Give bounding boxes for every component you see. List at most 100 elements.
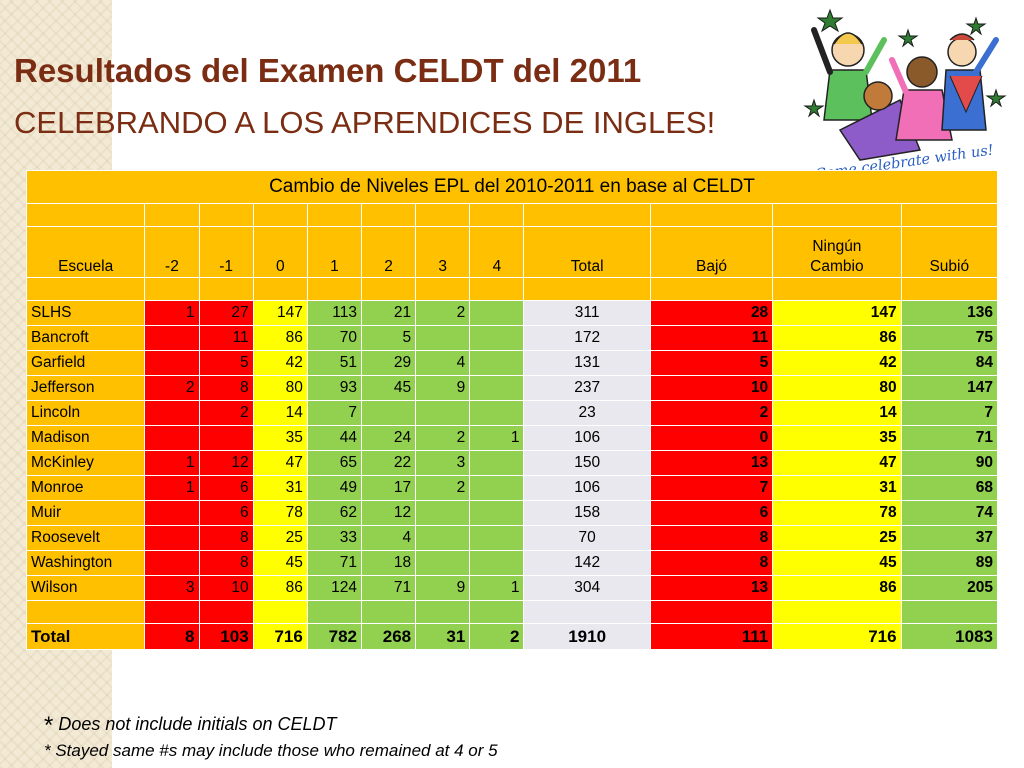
school-cell: Madison [25, 425, 146, 451]
total-cell: 1910 [523, 623, 651, 650]
plus2-cell: 45 [360, 375, 417, 401]
minus2-cell: 1 [144, 300, 200, 326]
bajo-cell: 0 [649, 425, 774, 451]
plus3-cell: 9 [415, 375, 471, 401]
plus3-cell: 2 [415, 425, 471, 451]
subio-cell: 84 [900, 350, 999, 376]
ningun-cambio-cell: 35 [772, 425, 902, 451]
ningun-cambio-cell: 14 [772, 400, 902, 426]
plus4-cell: 1 [469, 575, 525, 601]
minus1-cell: 10 [198, 575, 254, 601]
plus4-cell: 2 [469, 623, 525, 650]
school-cell: Bancroft [25, 325, 146, 351]
minus2-cell: 8 [144, 623, 200, 650]
bajo-cell: 8 [649, 550, 774, 576]
subio-cell: 71 [900, 425, 999, 451]
table-row: Washington 8 45 71 18 142 8 45 89 [25, 550, 999, 576]
page-subtitle: CELEBRANDO A LOS APRENDICES DE INGLES! [14, 105, 716, 140]
plus1-cell: 65 [306, 450, 362, 476]
subio-cell: 136 [900, 300, 999, 326]
plus1-cell: 44 [306, 425, 362, 451]
zero-cell: 35 [252, 425, 308, 451]
plus2-cell: 12 [360, 500, 417, 526]
bajo-cell: 6 [649, 500, 774, 526]
minus1-cell: 6 [198, 475, 254, 501]
minus1-cell: 6 [198, 500, 254, 526]
school-cell: Muir [25, 500, 146, 526]
subio-cell: 68 [900, 475, 999, 501]
subio-cell: 90 [900, 450, 999, 476]
plus2-cell: 17 [360, 475, 417, 501]
bajo-cell: 13 [649, 575, 774, 601]
plus2-cell: 4 [360, 525, 417, 551]
minus1-cell: 8 [198, 375, 254, 401]
minus1-cell: 12 [198, 450, 254, 476]
minus1-cell: 11 [198, 325, 254, 351]
total-cell: 106 [523, 475, 651, 501]
table-row: Lincoln 2 14 7 23 2 14 7 [25, 400, 999, 426]
header-plus4: 4 [469, 226, 525, 278]
ningun-cambio-cell: 86 [772, 575, 902, 601]
total-cell: 70 [523, 525, 651, 551]
plus3-cell: 3 [415, 450, 471, 476]
total-cell: 23 [523, 400, 651, 426]
zero-cell: 47 [252, 450, 308, 476]
plus4-cell [469, 375, 525, 401]
plus1-cell: 62 [306, 500, 362, 526]
subio-cell: 89 [900, 550, 999, 576]
plus3-cell: 9 [415, 575, 471, 601]
total-cell: 311 [523, 300, 651, 326]
school-cell: McKinley [25, 450, 146, 476]
table-row: Jefferson 2 8 80 93 45 9 237 10 80 147 [25, 375, 999, 401]
subio-cell: 74 [900, 500, 999, 526]
celebration-clipart-icon: Come celebrate with us! [803, 8, 1007, 178]
bajo-cell: 5 [649, 350, 774, 376]
plus4-cell [469, 475, 525, 501]
plus2-cell: 22 [360, 450, 417, 476]
minus2-cell [144, 350, 200, 376]
bajo-cell: 10 [649, 375, 774, 401]
header-escuela: Escuela [25, 226, 146, 278]
ningun-cambio-cell: 147 [772, 300, 902, 326]
school-cell: Wilson [25, 575, 146, 601]
plus1-cell: 70 [306, 325, 362, 351]
ningun-cambio-cell: 42 [772, 350, 902, 376]
school-cell: Lincoln [25, 400, 146, 426]
header-plus1: 1 [306, 226, 362, 278]
bajo-cell: 8 [649, 525, 774, 551]
zero-cell: 42 [252, 350, 308, 376]
header-subio: Subió [900, 226, 999, 278]
total-cell: 150 [523, 450, 651, 476]
school-cell: Total [25, 623, 146, 650]
ningun-cambio-cell: 47 [772, 450, 902, 476]
zero-cell: 78 [252, 500, 308, 526]
zero-cell: 86 [252, 325, 308, 351]
plus2-cell [360, 400, 417, 426]
minus2-cell: 1 [144, 475, 200, 501]
school-cell: Washington [25, 550, 146, 576]
minus1-cell: 103 [198, 623, 254, 650]
bajo-cell: 28 [649, 300, 774, 326]
minus2-cell [144, 425, 200, 451]
plus2-cell: 29 [360, 350, 417, 376]
zero-cell: 14 [252, 400, 308, 426]
minus2-cell: 1 [144, 450, 200, 476]
plus1-cell: 782 [306, 623, 362, 650]
plus4-cell [469, 350, 525, 376]
school-cell: Roosevelt [25, 525, 146, 551]
ningun-cambio-cell: 78 [772, 500, 902, 526]
plus2-cell: 21 [360, 300, 417, 326]
plus1-cell: 124 [306, 575, 362, 601]
ningun-cambio-cell: 716 [772, 623, 902, 650]
school-cell: Jefferson [25, 375, 146, 401]
plus2-cell: 5 [360, 325, 417, 351]
subio-cell: 1083 [900, 623, 999, 650]
minus1-cell: 8 [198, 525, 254, 551]
ningun-cambio-cell: 86 [772, 325, 902, 351]
plus2-cell: 18 [360, 550, 417, 576]
school-cell: Monroe [25, 475, 146, 501]
plus3-cell [415, 325, 471, 351]
table-row: Madison 35 44 24 2 1 106 0 35 71 [25, 425, 999, 451]
school-cell: Garfield [25, 350, 146, 376]
plus1-cell: 49 [306, 475, 362, 501]
